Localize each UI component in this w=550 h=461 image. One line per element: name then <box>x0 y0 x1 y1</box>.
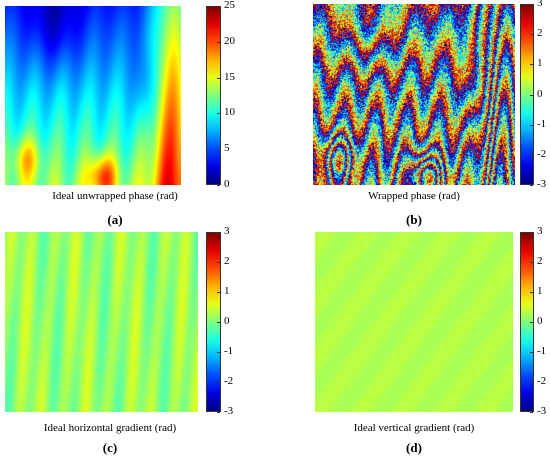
sublabel-b: (b) <box>406 212 422 227</box>
colorbar-tick-label: -3 <box>537 405 547 417</box>
colorbar-tick-label: 1 <box>537 57 543 69</box>
heatmap-b <box>313 4 515 185</box>
colorbar-tickmark <box>217 382 220 383</box>
colorbar-a <box>206 6 221 185</box>
colorbar-tick-label: -2 <box>537 375 547 387</box>
colorbar-tick-label: 1 <box>537 285 543 297</box>
sublabel-a: (a) <box>107 212 123 227</box>
colorbar-tick-label: -3 <box>224 405 234 417</box>
colorbar-tickmark <box>217 113 220 114</box>
colorbar-tickmark <box>217 262 220 263</box>
colorbar-tick-label: 2 <box>537 255 543 267</box>
colorbar-tickmark <box>530 232 533 233</box>
colorbar-tick-label: 5 <box>224 142 230 154</box>
colorbar-b <box>520 4 534 185</box>
colorbar-tickmark <box>530 34 533 35</box>
colorbar-tickmark <box>530 322 533 323</box>
colorbar-tickmark <box>530 412 533 413</box>
colorbar-tickmark <box>217 185 220 186</box>
heatmap-c <box>5 232 198 412</box>
colorbar-tickmark <box>530 64 533 65</box>
colorbar-tick-label: -3 <box>537 178 547 190</box>
colorbar-tick-label: 25 <box>224 0 235 11</box>
colorbar-tick-label: 0 <box>224 178 230 190</box>
colorbar-tick-label: 0 <box>537 315 543 327</box>
colorbar-tick-label: -1 <box>537 118 547 130</box>
colorbar-tick-label: 1 <box>224 285 230 297</box>
caption-c: Ideal horizontal gradient (rad) <box>43 422 177 434</box>
colorbar-tickmark <box>530 262 533 263</box>
caption-a: Ideal unwrapped phase (rad) <box>52 190 178 202</box>
colorbar-tickmark <box>217 412 220 413</box>
colorbar-tickmark <box>530 382 533 383</box>
colorbar-tick-label: 2 <box>224 255 230 267</box>
colorbar-tick-label: -1 <box>537 345 547 357</box>
heatmap-d <box>315 232 513 412</box>
colorbar-tickmark <box>217 292 220 293</box>
colorbar-tickmark <box>530 292 533 293</box>
colorbar-tickmark <box>530 352 533 353</box>
colorbar-tickmark <box>530 4 533 5</box>
colorbar-tick-label: 3 <box>224 225 230 237</box>
colorbar-tick-label: -2 <box>224 375 234 387</box>
colorbar-tick-label: -1 <box>224 345 234 357</box>
caption-d: Ideal vertical gradient (rad) <box>353 422 475 434</box>
colorbar-tick-label: 15 <box>224 71 235 83</box>
colorbar-tickmark <box>217 322 220 323</box>
colorbar-tickmark <box>217 352 220 353</box>
sublabel-c: (c) <box>102 440 118 455</box>
colorbar-tick-label: 3 <box>537 225 543 237</box>
heatmap-a <box>5 6 181 185</box>
colorbar-tick-label: 0 <box>224 315 230 327</box>
colorbar-tick-label: 0 <box>537 88 543 100</box>
colorbar-tick-label: 3 <box>537 0 543 9</box>
colorbar-tick-label: 20 <box>224 35 235 47</box>
colorbar-tickmark <box>217 78 220 79</box>
colorbar-tickmark <box>217 42 220 43</box>
colorbar-tickmark <box>530 155 533 156</box>
caption-b: Wrapped phase (rad) <box>368 190 460 202</box>
colorbar-tickmark <box>530 95 533 96</box>
colorbar-c <box>206 232 221 412</box>
colorbar-d <box>520 232 534 412</box>
colorbar-tickmark <box>217 232 220 233</box>
sublabel-d: (d) <box>406 440 422 455</box>
colorbar-tick-label: 10 <box>224 106 235 118</box>
colorbar-tickmark <box>217 149 220 150</box>
colorbar-tickmark <box>530 185 533 186</box>
colorbar-tickmark <box>530 125 533 126</box>
colorbar-tick-label: 2 <box>537 27 543 39</box>
colorbar-tick-label: -2 <box>537 148 547 160</box>
colorbar-tickmark <box>217 6 220 7</box>
